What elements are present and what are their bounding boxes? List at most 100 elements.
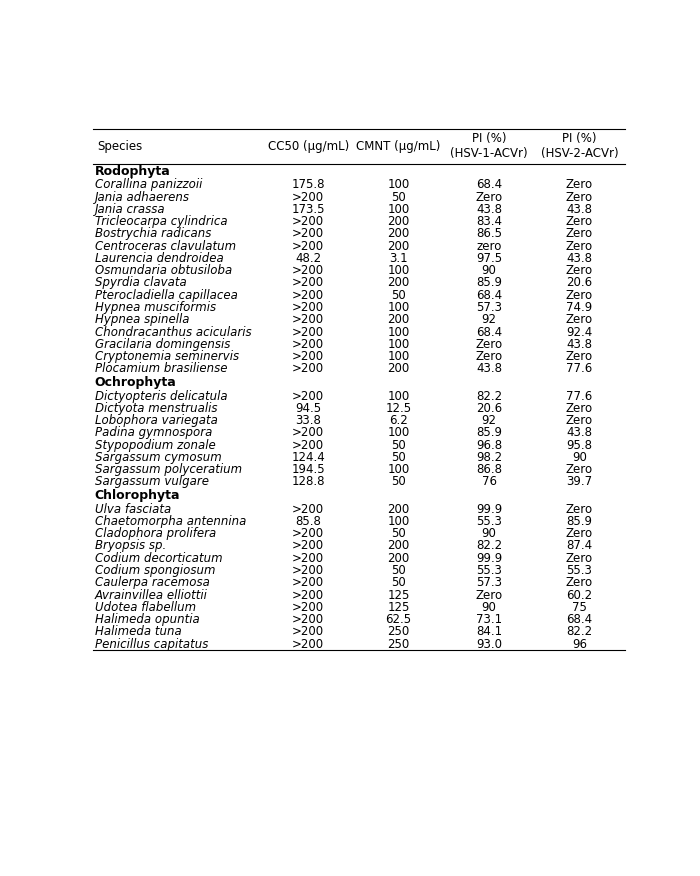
Text: 124.4: 124.4 xyxy=(291,451,325,464)
Text: 100: 100 xyxy=(388,515,409,528)
Text: 194.5: 194.5 xyxy=(291,463,325,477)
Text: 84.1: 84.1 xyxy=(476,625,502,639)
Text: 92: 92 xyxy=(482,314,496,327)
Text: Dictyota menstrualis: Dictyota menstrualis xyxy=(94,402,217,415)
Text: 250: 250 xyxy=(388,638,409,651)
Text: 73.1: 73.1 xyxy=(476,613,502,626)
Text: 50: 50 xyxy=(391,476,406,489)
Text: 90: 90 xyxy=(482,601,496,614)
Text: >200: >200 xyxy=(292,191,324,203)
Text: >200: >200 xyxy=(292,314,324,327)
Text: Zero: Zero xyxy=(566,289,593,301)
Text: 3.1: 3.1 xyxy=(389,252,408,265)
Text: Corallina panizzoii: Corallina panizzoii xyxy=(94,179,202,191)
Text: 92.4: 92.4 xyxy=(566,326,592,339)
Text: >200: >200 xyxy=(292,338,324,351)
Text: Zero: Zero xyxy=(566,179,593,191)
Text: 33.8: 33.8 xyxy=(295,414,321,427)
Text: Chlorophyta: Chlorophyta xyxy=(94,489,180,502)
Text: Zero: Zero xyxy=(475,191,503,203)
Text: >200: >200 xyxy=(292,265,324,277)
Text: 100: 100 xyxy=(388,326,409,339)
Text: Zero: Zero xyxy=(566,503,593,516)
Text: 94.5: 94.5 xyxy=(295,402,321,415)
Text: >200: >200 xyxy=(292,589,324,602)
Text: 99.9: 99.9 xyxy=(476,503,502,516)
Text: Hypnea musciformis: Hypnea musciformis xyxy=(94,301,216,314)
Text: >200: >200 xyxy=(292,540,324,553)
Text: Zero: Zero xyxy=(566,240,593,252)
Text: 100: 100 xyxy=(388,179,409,191)
Text: 200: 200 xyxy=(388,215,409,228)
Text: >200: >200 xyxy=(292,301,324,314)
Text: 175.8: 175.8 xyxy=(291,179,325,191)
Text: 48.2: 48.2 xyxy=(295,252,321,265)
Text: Hypnea spinella: Hypnea spinella xyxy=(94,314,189,327)
Text: 77.6: 77.6 xyxy=(566,363,592,376)
Text: 100: 100 xyxy=(388,301,409,314)
Text: 100: 100 xyxy=(388,338,409,351)
Text: 100: 100 xyxy=(388,390,409,403)
Text: Zero: Zero xyxy=(566,350,593,364)
Text: 55.3: 55.3 xyxy=(566,564,592,577)
Text: Zero: Zero xyxy=(566,314,593,327)
Text: 100: 100 xyxy=(388,203,409,215)
Text: Zero: Zero xyxy=(566,402,593,415)
Text: Halimeda opuntia: Halimeda opuntia xyxy=(94,613,199,626)
Text: Jania crassa: Jania crassa xyxy=(94,203,165,215)
Text: Cryptonemia seminervis: Cryptonemia seminervis xyxy=(94,350,239,364)
Text: 57.3: 57.3 xyxy=(476,301,502,314)
Text: 83.4: 83.4 xyxy=(476,215,502,228)
Text: 60.2: 60.2 xyxy=(566,589,592,602)
Text: Avrainvillea elliottii: Avrainvillea elliottii xyxy=(94,589,207,602)
Text: 55.3: 55.3 xyxy=(476,515,502,528)
Text: Zero: Zero xyxy=(566,463,593,477)
Text: 173.5: 173.5 xyxy=(291,203,325,215)
Text: 90: 90 xyxy=(482,265,496,277)
Text: 50: 50 xyxy=(391,289,406,301)
Text: Zero: Zero xyxy=(566,527,593,540)
Text: Stypopodium zonale: Stypopodium zonale xyxy=(94,439,216,452)
Text: >200: >200 xyxy=(292,228,324,240)
Text: >200: >200 xyxy=(292,552,324,565)
Text: Bostrychia radicans: Bostrychia radicans xyxy=(94,228,211,240)
Text: Bryopsis sp.: Bryopsis sp. xyxy=(94,540,166,553)
Text: 125: 125 xyxy=(387,601,409,614)
Text: >200: >200 xyxy=(292,363,324,376)
Text: >200: >200 xyxy=(292,576,324,590)
Text: Sargassum cymosum: Sargassum cymosum xyxy=(94,451,221,464)
Text: Zero: Zero xyxy=(566,191,593,203)
Text: Zero: Zero xyxy=(566,215,593,228)
Text: 76: 76 xyxy=(482,476,496,489)
Text: 50: 50 xyxy=(391,451,406,464)
Text: >200: >200 xyxy=(292,427,324,440)
Text: Zero: Zero xyxy=(566,552,593,565)
Text: >200: >200 xyxy=(292,601,324,614)
Text: 100: 100 xyxy=(388,427,409,440)
Text: PI (%)
(HSV-2-ACVr): PI (%) (HSV-2-ACVr) xyxy=(540,132,618,160)
Text: 43.8: 43.8 xyxy=(476,203,502,215)
Text: Zero: Zero xyxy=(475,338,503,351)
Text: 99.9: 99.9 xyxy=(476,552,502,565)
Text: 85.9: 85.9 xyxy=(476,277,502,289)
Text: Zero: Zero xyxy=(566,228,593,240)
Text: 98.2: 98.2 xyxy=(476,451,502,464)
Text: 200: 200 xyxy=(388,228,409,240)
Text: 43.8: 43.8 xyxy=(476,363,502,376)
Text: 100: 100 xyxy=(388,463,409,477)
Text: 50: 50 xyxy=(391,439,406,452)
Text: 86.8: 86.8 xyxy=(476,463,502,477)
Text: Pterocladiella capillacea: Pterocladiella capillacea xyxy=(94,289,237,301)
Text: CMNT (μg/mL): CMNT (μg/mL) xyxy=(356,140,441,152)
Text: 86.5: 86.5 xyxy=(476,228,502,240)
Text: 85.9: 85.9 xyxy=(566,515,592,528)
Text: 200: 200 xyxy=(388,552,409,565)
Text: Codium decorticatum: Codium decorticatum xyxy=(94,552,222,565)
Text: Laurencia dendroidea: Laurencia dendroidea xyxy=(94,252,223,265)
Text: >200: >200 xyxy=(292,215,324,228)
Text: 82.2: 82.2 xyxy=(476,390,502,403)
Text: 50: 50 xyxy=(391,191,406,203)
Text: >200: >200 xyxy=(292,289,324,301)
Text: >200: >200 xyxy=(292,240,324,252)
Text: 100: 100 xyxy=(388,350,409,364)
